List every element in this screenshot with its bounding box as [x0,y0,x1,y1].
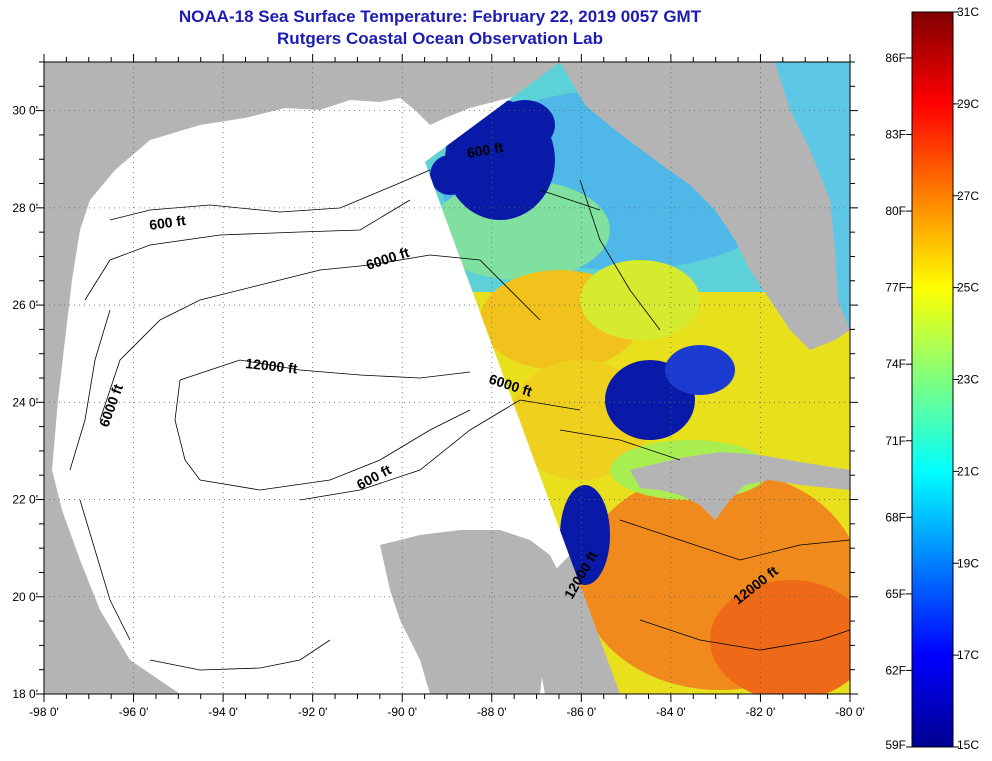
fahrenheit-label: 80F [885,204,906,218]
latitude-axis: 30 0' 28 0' 26 0' 24 0' 22 0' 20 0' 18 0' [12,104,38,701]
colorbar-scale [911,11,954,748]
celsius-label: 23C [957,373,979,387]
colorbar-ticks [906,11,959,748]
colorbar-celsius-labels: 31C 29C 27C 25C 23C 21C 19C 17C 15C [957,5,979,752]
lon-tick-label: -88 0' [477,705,507,719]
contour-label: 12000 ft [245,355,299,376]
lon-tick-label: -94 0' [208,705,238,719]
fahrenheit-label: 71F [885,434,906,448]
lat-tick-label: 20 0' [12,590,38,604]
lon-tick-label: -92 0' [298,705,328,719]
map-ticks [36,54,858,702]
celsius-label: 19C [957,556,979,570]
fahrenheit-label: 83F [885,128,906,142]
lat-tick-label: 18 0' [12,687,38,701]
celsius-label: 31C [957,5,979,19]
lon-tick-label: -80 0' [835,705,865,719]
graticule [44,62,850,694]
yucatan-land [380,530,560,694]
bathymetry-contours [69,169,850,671]
celsius-label: 25C [957,281,979,295]
celsius-label: 17C [957,648,979,662]
fahrenheit-label: 77F [885,281,906,295]
lon-tick-label: -90 0' [387,705,417,719]
lon-tick-label: -98 0' [29,705,59,719]
atlantic-water [775,62,850,330]
celsius-label: 15C [957,738,979,752]
lon-tick-label: -96 0' [119,705,149,719]
lon-tick-label: -86 0' [567,705,597,719]
fahrenheit-label: 86F [885,51,906,65]
map-title: NOAA-18 Sea Surface Temperature: Februar… [178,7,702,26]
fahrenheit-label: 59F [885,738,906,752]
lat-tick-label: 28 0' [12,201,38,215]
fahrenheit-label: 62F [885,663,906,677]
contour-label: 600 ft [148,212,187,233]
celsius-label: 29C [957,97,979,111]
cuba-land [630,452,850,520]
fahrenheit-label: 68F [885,510,906,524]
florida-land [560,62,850,350]
lat-tick-label: 30 0' [12,104,38,118]
celsius-label: 27C [957,189,979,203]
fahrenheit-label: 74F [885,357,906,371]
lat-tick-label: 24 0' [12,395,38,409]
lon-tick-label: -84 0' [656,705,686,719]
fahrenheit-label: 65F [885,587,906,601]
colorbar-fahrenheit-labels: 86F 83F 80F 77F 74F 71F 68F 65F 62F 59F [885,51,906,752]
map-subtitle: Rutgers Coastal Ocean Observation Lab [277,29,603,48]
lon-tick-label: -82 0' [746,705,776,719]
lat-tick-label: 22 0' [12,493,38,507]
celsius-label: 21C [957,464,979,478]
longitude-axis: -98 0' -96 0' -94 0' -92 0' -90 0' -88 0' -86 … [29,705,865,719]
lat-tick-label: 26 0' [12,298,38,312]
contour-label: 600 ft [466,139,505,161]
